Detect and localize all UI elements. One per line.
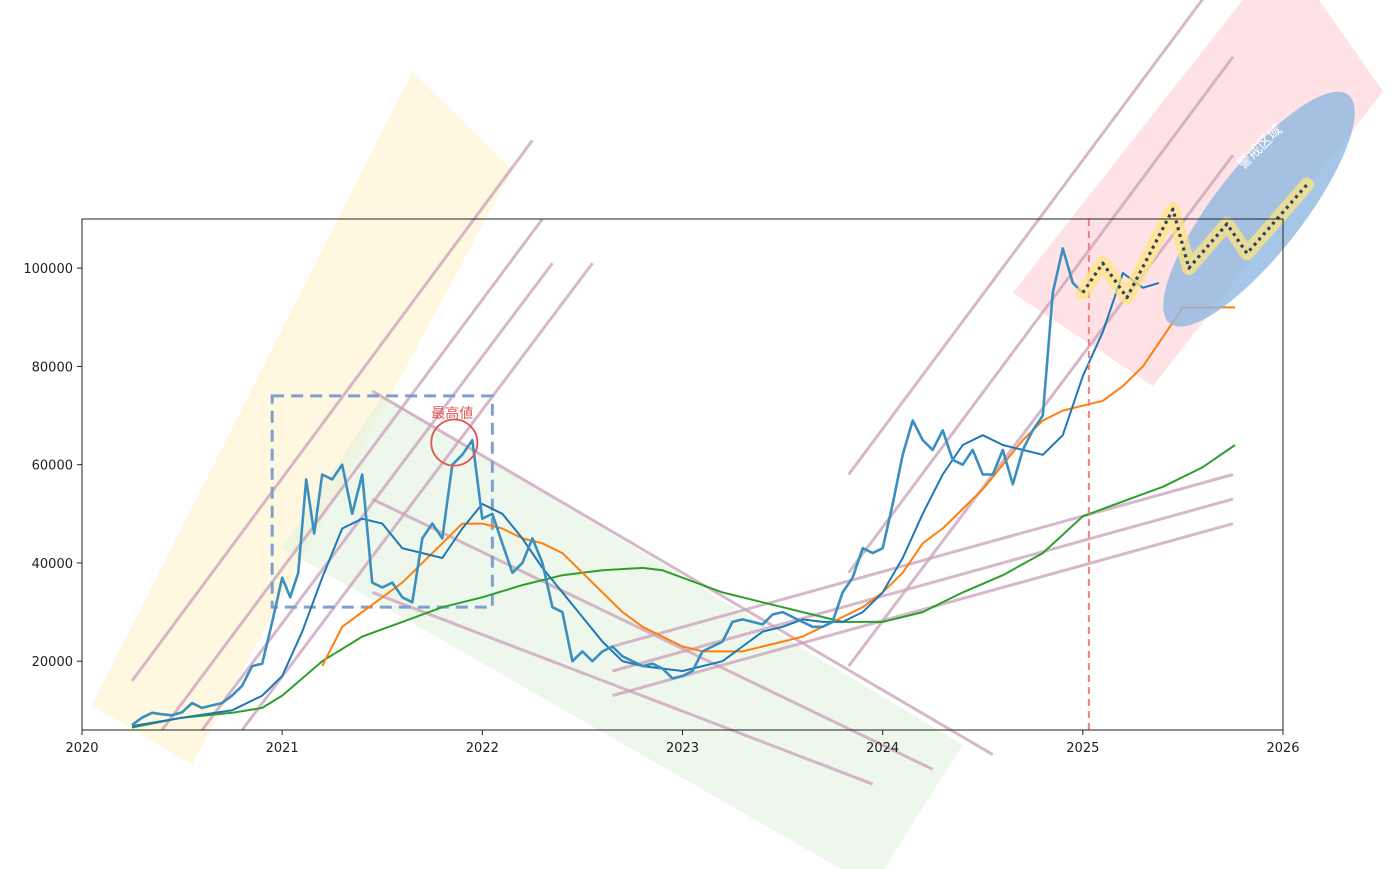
series-line-long-ma [131, 444, 1236, 729]
y-tick-label: 100000 [23, 262, 73, 277]
warning-zone-ellipse [1163, 91, 1355, 327]
series-line-price [131, 247, 1084, 727]
x-tick-label: 2023 [666, 741, 699, 756]
x-tick-label: 2022 [466, 741, 499, 756]
trend-channel-line [130, 139, 534, 682]
x-tick-label: 2025 [1066, 741, 1099, 756]
x-tick-label: 2020 [65, 741, 98, 756]
trend-channel-line [847, 154, 1235, 668]
shaded-band [282, 395, 963, 869]
x-tick-label: 2026 [1266, 741, 1299, 756]
shaded-band [1012, 0, 1384, 387]
trend-channel-line [612, 473, 1234, 648]
y-tick-label: 80000 [32, 360, 73, 375]
highlight-box-layer [270, 394, 494, 609]
trend-channel-line [200, 262, 554, 731]
y-tick-label: 20000 [32, 655, 73, 670]
axes: 2020 2021 2022 2023 2024 2025 2026 20000 40000 60… [23, 262, 1299, 756]
trend-channel-line [847, 0, 1204, 476]
y-tick-label: 40000 [32, 557, 73, 572]
trend-channel-line [847, 55, 1235, 574]
highlight-box [270, 394, 494, 609]
series-line-short-ma [131, 272, 1160, 728]
trend-channel-line [240, 262, 594, 731]
x-tick-label: 2024 [866, 741, 899, 756]
peak-label: 最高値 [431, 405, 473, 422]
x-tick-label: 2021 [266, 741, 299, 756]
shaded-bands [92, 0, 1384, 869]
trend-channel-line [160, 218, 544, 731]
forecast-line [1081, 183, 1309, 300]
trend-channel-line [612, 522, 1234, 698]
y-tick-label: 60000 [32, 459, 73, 474]
peak-circle [430, 418, 479, 467]
trend-channel-line [612, 497, 1234, 673]
trend-channel-line [371, 591, 874, 786]
